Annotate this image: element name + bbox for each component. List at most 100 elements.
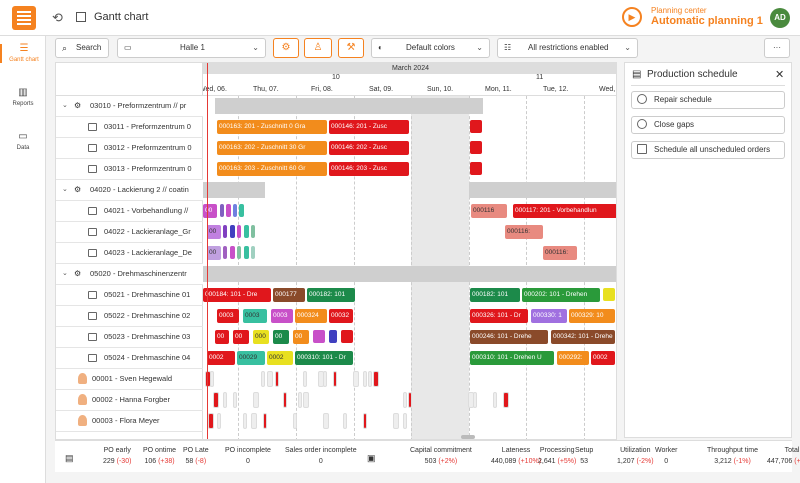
- worker-assignment[interactable]: [403, 392, 407, 408]
- worker-assignment[interactable]: [403, 413, 407, 429]
- play-icon[interactable]: ▶: [622, 7, 642, 27]
- resource-row[interactable]: 05023 - Drehmaschine 03: [56, 327, 203, 348]
- operation-bar[interactable]: [237, 246, 241, 259]
- operation-bar[interactable]: 000146: 201 - Zusc: [329, 120, 409, 134]
- worker-assignment[interactable]: [503, 392, 509, 408]
- chevron-down-icon[interactable]: ⌄: [62, 102, 68, 109]
- operation-bar[interactable]: 00: [215, 330, 229, 344]
- resource-row[interactable]: 04021 - Vorbehandlung //: [56, 201, 203, 222]
- operation-bar[interactable]: 000163: 203 - Zuschnitt 60 Gr: [217, 162, 327, 176]
- operation-bar[interactable]: [251, 225, 255, 238]
- operation-bar[interactable]: [230, 225, 235, 238]
- operation-bar[interactable]: [244, 246, 249, 259]
- operation-bar[interactable]: 000310: 101 - Drehen U: [470, 351, 554, 365]
- operation-bar[interactable]: 000116:: [505, 225, 543, 239]
- tools-button[interactable]: ⚒: [338, 38, 364, 58]
- resource-row[interactable]: 00002 - Hanna Forgber: [56, 390, 203, 411]
- worker-assignment[interactable]: [283, 392, 287, 408]
- avatar[interactable]: AD: [770, 8, 790, 28]
- worker-assignment[interactable]: [473, 392, 477, 408]
- timeline-area[interactable]: March 2024 10 11 Wed, 06. Thu, 07. Fri, 08…: [203, 63, 616, 439]
- worker-assignment[interactable]: [408, 392, 412, 408]
- operation-bar[interactable]: 000146: 202 - Zusc: [329, 141, 409, 155]
- worker-assignment[interactable]: [251, 413, 257, 429]
- worker-assignment[interactable]: [303, 392, 309, 408]
- operation-bar[interactable]: 0002: [207, 351, 235, 365]
- worker-assignment[interactable]: [373, 371, 379, 387]
- resource-row[interactable]: 03013 - Preformzentrum 0: [56, 159, 203, 180]
- colors-select[interactable]: ◐ Default colors ⌄: [371, 38, 490, 58]
- worker-assignment[interactable]: [298, 392, 302, 408]
- schedule-unscheduled-button[interactable]: Schedule all unscheduled orders: [631, 141, 785, 159]
- operation-bar[interactable]: [470, 141, 482, 154]
- close-gaps-button[interactable]: Close gaps: [631, 116, 785, 134]
- resource-row[interactable]: ⌄ ⚙ 03010 - Preformzentrum // pr: [56, 96, 203, 117]
- operation-bar[interactable]: 00032: [329, 309, 353, 323]
- worker-button[interactable]: ♙: [304, 38, 332, 58]
- operation-bar[interactable]: 000163: 202 - Zuschnitt 30 Gr: [217, 141, 327, 155]
- worker-assignment[interactable]: [343, 413, 347, 429]
- resource-row[interactable]: 04022 - Lackieranlage_Gr: [56, 222, 203, 243]
- resource-row[interactable]: ⌄ ⚙ 04020 - Lackierung 2 // coatin: [56, 180, 203, 201]
- nav-data[interactable]: ▭ Data: [0, 132, 46, 152]
- operation-bar[interactable]: 000202: 101 - Drehen: [522, 288, 600, 302]
- resource-row[interactable]: 05022 - Drehmaschine 02: [56, 306, 203, 327]
- app-logo-icon[interactable]: [12, 6, 36, 30]
- operation-bar[interactable]: 000246: 101 - Drehe: [470, 330, 548, 344]
- operation-bar[interactable]: [237, 225, 241, 238]
- operation-bar[interactable]: [223, 225, 227, 238]
- nav-reports[interactable]: ▥ Reports: [0, 88, 46, 108]
- restrictions-select[interactable]: ☷ All restrictions enabled ⌄: [497, 38, 638, 58]
- operation-bar[interactable]: 0003: [217, 309, 239, 323]
- operation-bar[interactable]: 00: [203, 204, 217, 218]
- worker-assignment[interactable]: [217, 413, 221, 429]
- operation-bar[interactable]: 0002: [591, 351, 615, 365]
- operation-bar[interactable]: [233, 204, 237, 217]
- operation-bar[interactable]: 00: [293, 330, 309, 344]
- search-button[interactable]: ⌕ Search: [55, 38, 109, 58]
- worker-assignment[interactable]: [233, 392, 237, 408]
- operation-bar[interactable]: 000117: 201 - Vorbehandlun: [513, 204, 616, 218]
- operation-bar[interactable]: 0003: [243, 309, 267, 323]
- operation-bar[interactable]: 00029: [237, 351, 265, 365]
- settings-button[interactable]: ⚙: [273, 38, 299, 58]
- horizontal-scrollbar[interactable]: [461, 435, 475, 439]
- worker-assignment[interactable]: [363, 413, 367, 429]
- worker-assignment[interactable]: [261, 371, 265, 387]
- hall-select[interactable]: ▭ Halle 1 ⌄: [117, 38, 266, 58]
- operation-bar[interactable]: [251, 246, 255, 259]
- resource-row[interactable]: 00003 - Flora Meyer: [56, 411, 203, 432]
- worker-assignment[interactable]: [243, 413, 247, 429]
- operation-bar[interactable]: 000163: 201 - Zuschnitt 0 Gra: [217, 120, 327, 134]
- operation-bar[interactable]: 000329: 10: [569, 309, 615, 323]
- history-icon[interactable]: ⟲: [52, 10, 63, 25]
- chevron-down-icon[interactable]: ⌄: [62, 186, 68, 193]
- nav-gantt-chart[interactable]: ☰ Gantt chart: [0, 44, 46, 63]
- resource-row[interactable]: 03012 - Preformzentrum 0: [56, 138, 203, 159]
- resource-row[interactable]: 00001 - Sven Hegewald: [56, 369, 203, 390]
- worker-assignment[interactable]: [208, 413, 214, 429]
- operation-bar[interactable]: 000310: 101 - Dr: [295, 351, 353, 365]
- worker-assignment[interactable]: [253, 392, 259, 408]
- operation-bar[interactable]: [470, 120, 482, 133]
- operation-bar[interactable]: 00: [207, 225, 221, 239]
- more-button[interactable]: ···: [764, 38, 790, 58]
- operation-bar[interactable]: 000: [253, 330, 269, 344]
- worker-assignment[interactable]: [223, 392, 227, 408]
- worker-assignment[interactable]: [493, 392, 497, 408]
- resource-row[interactable]: 03011 - Preformzentrum 0: [56, 117, 203, 138]
- operation-bar[interactable]: [244, 225, 249, 238]
- resource-row[interactable]: 05024 - Drehmaschine 04: [56, 348, 203, 369]
- resource-row[interactable]: 04023 - Lackieranlage_De: [56, 243, 203, 264]
- operation-bar[interactable]: [230, 246, 235, 259]
- worker-assignment[interactable]: [368, 371, 372, 387]
- worker-assignment[interactable]: [213, 392, 219, 408]
- operation-bar[interactable]: 0003: [271, 309, 293, 323]
- worker-assignment[interactable]: [353, 371, 359, 387]
- worker-assignment[interactable]: [293, 413, 297, 429]
- operation-bar[interactable]: [313, 330, 325, 343]
- operation-bar[interactable]: 000184: 101 - Dre: [203, 288, 271, 302]
- worker-assignment[interactable]: [267, 371, 273, 387]
- operation-bar[interactable]: 000292:: [557, 351, 589, 365]
- operation-bar[interactable]: 000116: [471, 204, 507, 218]
